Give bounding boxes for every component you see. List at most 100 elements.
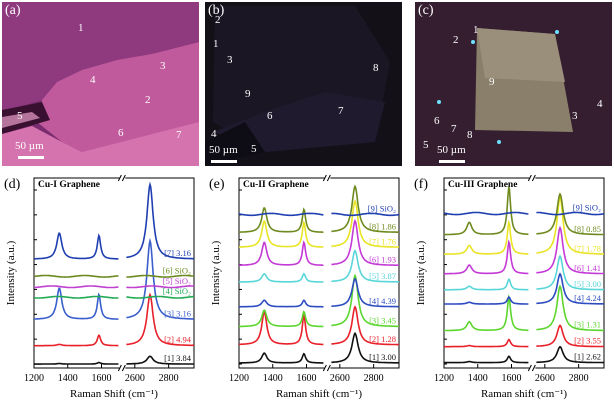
series-label: [8] 0.85 <box>574 224 601 234</box>
x-tick-label: 1600 <box>91 373 111 384</box>
series-line <box>126 295 194 299</box>
raman-chart-e: 1200 1400 1600 2600 2800 Raman shift (cm⁻¹) In… <box>207 168 404 404</box>
series-label: [5] SiO₂ <box>163 276 191 286</box>
series-line <box>331 305 399 346</box>
axis-break-gap <box>324 364 331 372</box>
series-label: [4] 4.39 <box>369 296 396 306</box>
chart-title: Cu-II Graphene <box>243 180 309 190</box>
region-label: 7 <box>451 123 457 135</box>
series-line <box>126 181 194 260</box>
series-label: [2] 1.28 <box>369 334 396 344</box>
region-label: 1 <box>473 24 479 36</box>
optical-image-c-scene <box>415 2 612 166</box>
chart-title: Cu-I Graphene <box>38 180 100 190</box>
chart-title: Cu-III Graphene <box>448 180 517 190</box>
series-line <box>239 309 324 328</box>
series-line <box>331 277 399 308</box>
x-tick-label: 2600 <box>330 373 350 384</box>
series-line <box>239 207 324 233</box>
series-label: [9] SiO₂ <box>573 203 601 213</box>
series-line <box>126 355 194 365</box>
region-label: 2 <box>215 14 221 26</box>
x-axis-label: Raman shift (cm⁻¹) <box>481 388 567 400</box>
region-label: 1 <box>78 22 84 34</box>
optical-image-a-scene <box>2 2 199 166</box>
axis-break-mark <box>322 364 327 372</box>
axis-break-gap <box>119 364 126 372</box>
x-tick-label: 2800 <box>159 373 179 384</box>
region-label: 5 <box>17 110 23 122</box>
axis-break-mark <box>527 364 532 372</box>
region-label: 8 <box>467 129 473 141</box>
series-line <box>331 249 399 283</box>
x-tick-label: 2800 <box>569 373 589 384</box>
series-label: [3] 3.16 <box>164 309 191 319</box>
region-label: 9 <box>245 88 251 100</box>
series-line <box>33 295 119 299</box>
region-label: 7 <box>176 129 182 141</box>
series-label: [1] 3.84 <box>164 353 192 363</box>
y-axis-label: Intensity (a.u.) <box>210 240 222 305</box>
series-label: [6] 1.93 <box>369 255 396 265</box>
series-line <box>444 293 529 332</box>
axis-break-mark <box>117 364 122 372</box>
series-label: [6] SiO₂ <box>163 265 191 275</box>
series-line <box>239 240 324 266</box>
series-label: [5] 3.87 <box>369 271 396 281</box>
series-line <box>331 184 399 233</box>
plot-frame <box>33 177 195 369</box>
axis-break-mark <box>531 174 536 182</box>
axis-break-mark <box>326 364 331 372</box>
optical-image-b: (b) 2 1 3 8 9 7 6 4 5 50 µm <box>205 2 402 166</box>
plot-frame <box>238 177 400 369</box>
series-line <box>34 334 119 347</box>
axis-break-mark <box>121 364 126 372</box>
series-line <box>444 239 529 275</box>
series-line <box>239 220 324 248</box>
y-axis-label: Intensity (a.u.) <box>5 240 17 305</box>
region-label: 2 <box>145 94 151 106</box>
axis-break-gap <box>324 174 331 182</box>
region-label: 5 <box>423 139 429 151</box>
region-label: 6 <box>118 127 124 139</box>
scale-bar-label: 50 µm <box>15 140 44 152</box>
region-label: 4 <box>90 74 96 86</box>
series-line <box>444 338 529 348</box>
x-tick-label: 2800 <box>364 373 384 384</box>
x-tick-label: 1600 <box>296 373 316 384</box>
series-label: [3] 1.31 <box>574 320 601 330</box>
x-tick-label: 1200 <box>229 373 249 384</box>
region-label: 6 <box>267 110 273 122</box>
series-line <box>126 237 195 320</box>
region-label: 9 <box>489 76 495 88</box>
axis-break-mark <box>326 174 331 182</box>
series-label: [4] SiO₂ <box>163 286 191 296</box>
series-line <box>331 218 399 266</box>
series-label: [1] 3.00 <box>369 352 396 362</box>
series-line <box>536 192 604 236</box>
series-line <box>536 195 604 255</box>
series-line <box>444 278 529 291</box>
series-line <box>34 287 119 320</box>
series-line <box>238 311 324 346</box>
series-line <box>536 211 605 216</box>
axis-break-gap <box>529 364 536 372</box>
series-line <box>239 299 324 308</box>
region-label: 4 <box>211 128 217 140</box>
series-label: [4] 4.24 <box>574 293 602 303</box>
optical-image-b-scene <box>205 2 402 166</box>
series-label: [3] 3.45 <box>369 316 396 326</box>
series-line <box>126 274 195 278</box>
series-line <box>34 285 119 289</box>
x-tick-label: 1200 <box>434 373 454 384</box>
series-line <box>443 211 529 216</box>
series-line <box>536 284 604 332</box>
region-label: 4 <box>597 98 603 110</box>
region-label: 3 <box>227 54 233 66</box>
x-tick-label: 1400 <box>468 373 488 384</box>
region-label: 3 <box>572 110 578 122</box>
x-axis-label: Raman shift (cm⁻¹) <box>276 388 362 400</box>
series-label: [5] 3.00 <box>574 279 601 289</box>
series-label: [6] 1.41 <box>574 263 601 273</box>
